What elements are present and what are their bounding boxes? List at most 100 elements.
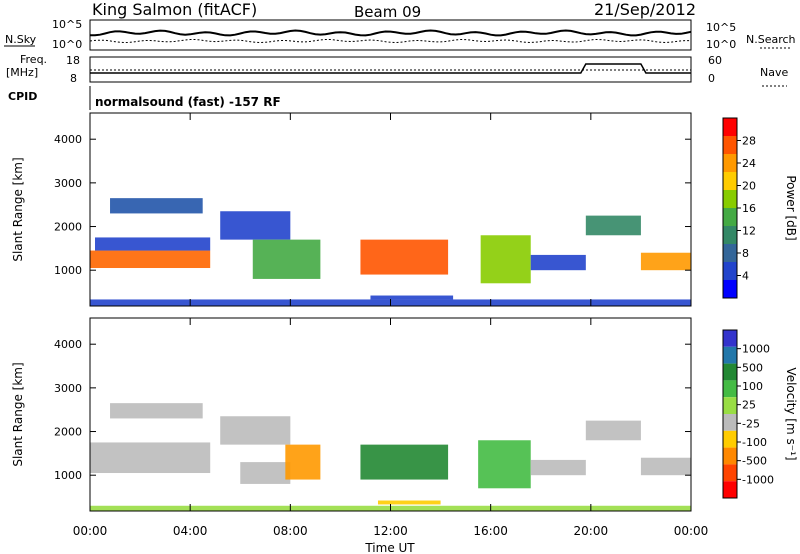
vel-region [285, 444, 321, 480]
colorbar-tick-label: -500 [742, 455, 767, 468]
vel-region [110, 403, 203, 419]
colorbar-segment [723, 136, 737, 154]
cpid-value: normalsound (fast) -157 RF [95, 95, 281, 109]
colorbar-segment [723, 280, 737, 298]
colorbar-tick-label: 20 [742, 180, 756, 193]
beam-title: Beam 09 [354, 3, 421, 21]
freq-label: Freq. [20, 53, 47, 66]
vel-region [640, 457, 691, 476]
nsearch-label: N.Search [746, 33, 796, 46]
nave-tick-low: 0 [708, 72, 715, 85]
power-region [370, 295, 454, 300]
colorbar-segment [723, 447, 737, 465]
time-tick-label: 00:00 [674, 524, 709, 538]
power-colorbar: 28 24 20 16 12 8 4 [722, 117, 756, 299]
power-region [360, 239, 449, 275]
freq-tick-low: 8 [70, 72, 77, 85]
colorbar-segment [723, 190, 737, 208]
vel-region [530, 459, 586, 476]
colorbar-segment [723, 363, 737, 381]
freq-tick-high: 18 [66, 54, 80, 67]
power-region [110, 198, 203, 214]
velocity-yticks: 4000 3000 2000 1000 [54, 338, 691, 482]
nsearch-trace [89, 38, 692, 44]
colorbar-tick-label: 25 [742, 399, 756, 412]
power-region [90, 250, 211, 269]
power-region [95, 237, 211, 251]
colorbar-segment [723, 430, 737, 448]
ytick-label: 2000 [54, 221, 82, 234]
power-colorbar-label: Power [dB] [784, 175, 798, 240]
velocity-colorbar: 1000 500 100 25 -25 -100 -500 -1000 [722, 329, 774, 499]
colorbar-segment [723, 397, 737, 414]
colorbar-segment [723, 380, 737, 398]
colorbar-tick-label: 28 [742, 135, 756, 148]
time-axis-title: Time UT [364, 541, 415, 554]
power-panel: 4000 3000 2000 1000 Slant Range [km] [11, 112, 692, 307]
date-title: 21/Sep/2012 [594, 0, 696, 19]
colorbar-tick-label: -1000 [742, 473, 774, 486]
velocity-panel: 4000 3000 2000 1000 Slant Range [km] [11, 317, 692, 512]
ytick-label: 2000 [54, 426, 82, 439]
power-region [252, 239, 321, 279]
nsky-trace [89, 29, 692, 37]
colorbar-segment [723, 208, 737, 226]
ytick-label: 4000 [54, 338, 82, 351]
colorbar-segment [723, 118, 737, 136]
velocity-ylabel: Slant Range [km] [11, 362, 25, 466]
colorbar-segment [723, 330, 737, 347]
velocity-xticks [89, 318, 692, 511]
vel-region [240, 462, 291, 484]
colorbar-tick-label: 500 [742, 361, 763, 374]
colorbar-segment [723, 226, 737, 244]
colorbar-segment [723, 414, 737, 431]
nsky-tick-low: 10^0 [52, 38, 82, 51]
ytick-label: 3000 [54, 382, 82, 395]
station-title: King Salmon (fitACF) [92, 0, 257, 19]
vel-region [360, 444, 449, 480]
colorbar-tick-label: -25 [742, 417, 760, 430]
power-region [530, 254, 586, 271]
time-tick-label: 04:00 [173, 524, 208, 538]
nsearch-tick-high: 10^5 [706, 21, 736, 34]
nsky-label: N.Sky [5, 33, 37, 46]
colorbar-tick-label: 4 [742, 270, 749, 283]
velocity-colorbar-label: Velocity [m s⁻¹] [784, 367, 798, 460]
time-tick-label: 20:00 [574, 524, 609, 538]
nave-label: Nave [760, 66, 788, 79]
colorbar-segment [723, 346, 737, 364]
vel-region [377, 500, 441, 505]
power-ylabel: Slant Range [km] [11, 157, 25, 261]
freq-trace [90, 63, 691, 74]
vel-region [220, 416, 291, 445]
power-xticks [89, 113, 692, 306]
vel-region [90, 442, 211, 474]
colorbar-segment [723, 154, 737, 172]
power-region [220, 211, 291, 240]
power-region [640, 252, 691, 271]
colorbar-segment [723, 172, 737, 190]
vel-region [585, 420, 641, 441]
colorbar-frame [722, 329, 738, 499]
time-tick-label: 08:00 [273, 524, 308, 538]
time-tick-label: 00:00 [73, 524, 108, 538]
ytick-label: 1000 [54, 264, 82, 277]
nave-tick-high: 60 [708, 54, 722, 67]
colorbar-tick-label: 100 [742, 380, 763, 393]
colorbar-segment [723, 464, 737, 482]
colorbar-tick-label: 12 [742, 225, 756, 238]
nsky-panel [89, 19, 692, 51]
cpid-label: CPID [8, 90, 37, 103]
vel-region [478, 440, 531, 489]
nsearch-tick-low: 10^0 [706, 38, 736, 51]
colorbar-segment [723, 262, 737, 280]
ytick-label: 3000 [54, 177, 82, 190]
colorbar-tick-label: 16 [742, 202, 756, 215]
nsky-tick-high: 10^5 [52, 18, 82, 31]
power-region [480, 235, 531, 284]
time-tick-label: 12:00 [373, 524, 408, 538]
colorbar-tick-label: 8 [742, 247, 749, 260]
freq-units: [MHz] [6, 66, 38, 79]
colorbar-segment [723, 481, 737, 498]
